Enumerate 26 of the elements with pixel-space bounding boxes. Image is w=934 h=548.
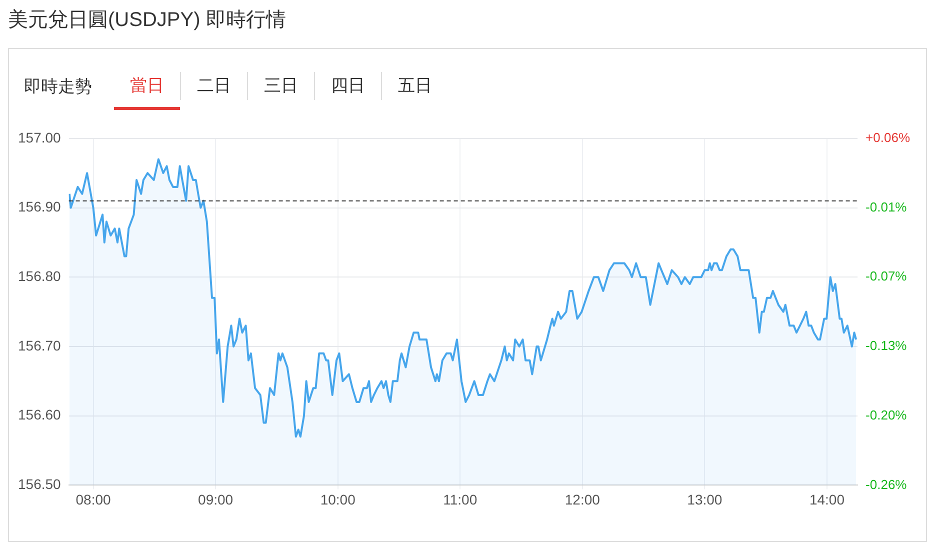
y2-tick-label: -0.20%	[866, 407, 908, 422]
chart-title: 美元兌日圓(USDJPY) 即時行情	[8, 8, 286, 33]
y-tick-label: 156.80	[18, 268, 62, 284]
y-tick-label: 156.50	[18, 476, 62, 492]
chart-subtitle: 即時走勢	[24, 76, 92, 98]
y2-tick-label: -0.26%	[866, 476, 908, 492]
x-tick-label: 10:00	[320, 491, 356, 508]
y2-tick-label: -0.13%	[866, 338, 908, 354]
y-tick-label: 157.00	[18, 129, 62, 146]
x-tick-label: 11:00	[443, 491, 478, 508]
text: 當日	[129, 75, 165, 97]
y2-tick-label: -0.01%	[866, 199, 908, 214]
y-tick-label: 156.70	[18, 337, 62, 354]
y2-tick-label: -0.07%	[866, 268, 908, 284]
x-tick-label: 14:00	[809, 491, 845, 508]
y-tick-label: 156.60	[18, 406, 62, 423]
text: 五日	[381, 72, 448, 100]
x-tick-label: 13:00	[687, 491, 722, 508]
y2-tick-label: +0.06%	[866, 130, 910, 145]
text: 四日	[314, 72, 381, 100]
text: 二日	[180, 72, 247, 100]
x-tick-label: 08:00	[76, 491, 111, 508]
y-tick-label: 156.90	[18, 198, 62, 215]
text: 三日	[247, 72, 314, 100]
x-tick-label: 12:00	[564, 491, 600, 508]
x-tick-label: 09:00	[198, 491, 234, 508]
